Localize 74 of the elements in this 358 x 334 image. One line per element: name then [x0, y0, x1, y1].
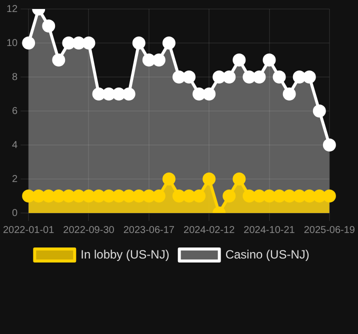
x-tick-label: 2025-06-19 [304, 224, 356, 236]
point [92, 88, 106, 100]
point [152, 54, 166, 66]
point [162, 36, 176, 50]
point [212, 70, 226, 84]
point [132, 190, 146, 202]
point [172, 190, 186, 202]
point [142, 190, 156, 202]
point [252, 190, 266, 202]
x-tick-label: 2022-01-01 [3, 224, 55, 236]
point [52, 54, 66, 66]
point [172, 70, 186, 84]
point [302, 70, 316, 84]
point [222, 190, 236, 202]
point [202, 88, 216, 100]
y-tick-label: 10 [6, 38, 18, 49]
x-tick-label: 2024-02-12 [184, 224, 236, 236]
point [112, 190, 126, 202]
point [82, 190, 96, 202]
point [282, 190, 296, 202]
y-tick-label: 6 [12, 106, 18, 117]
point [72, 190, 86, 202]
point [182, 70, 196, 84]
legend-label: In lobby (US-NJ) [80, 247, 170, 262]
point [272, 70, 286, 84]
point [322, 190, 336, 202]
point [122, 88, 136, 100]
point [202, 172, 216, 186]
point [262, 190, 276, 202]
point [102, 88, 116, 100]
legend-label: Casino (US-NJ) [225, 247, 310, 262]
point [242, 190, 256, 202]
point [322, 138, 336, 152]
point [122, 190, 136, 202]
point [52, 190, 66, 202]
y-tick-label: 2 [12, 174, 18, 185]
y-tick-label: 0 [12, 208, 18, 219]
y-tick-label: 4 [12, 140, 18, 151]
point [292, 70, 306, 84]
point [142, 54, 156, 66]
point [292, 190, 306, 202]
point [42, 190, 56, 202]
point [62, 36, 76, 50]
point [312, 190, 326, 202]
point [232, 54, 246, 66]
point [242, 70, 256, 84]
point [22, 190, 36, 202]
point [282, 88, 296, 100]
point [42, 20, 56, 32]
point [152, 190, 166, 202]
point [82, 36, 96, 50]
point [132, 36, 146, 50]
y-tick-label: 12 [6, 4, 18, 15]
point [232, 172, 246, 186]
point [102, 190, 116, 202]
point [262, 54, 276, 66]
point [252, 70, 266, 84]
point [112, 88, 126, 100]
x-tick-label: 2024-10-21 [244, 224, 296, 236]
point [62, 190, 76, 202]
point [302, 190, 316, 202]
point [192, 190, 206, 202]
point [32, 190, 46, 202]
point [312, 104, 326, 118]
point [182, 190, 196, 202]
point [192, 88, 206, 100]
x-tick-label: 2022-09-30 [63, 224, 115, 236]
point [92, 190, 106, 202]
point [272, 190, 286, 202]
point [222, 70, 236, 84]
point [72, 36, 86, 50]
x-tick-label: 2023-06-17 [123, 224, 175, 236]
point [162, 172, 176, 186]
y-tick-label: 8 [12, 72, 18, 83]
